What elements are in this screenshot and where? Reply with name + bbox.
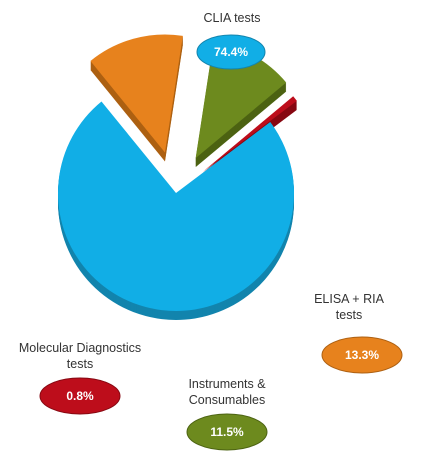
pie-slice-1[interactable] [57, 101, 294, 311]
slice-category-label: ELISA + RIA tests [314, 292, 384, 322]
slice-category-label: Molecular Diagnostics tests [19, 341, 141, 371]
pie-slice-2[interactable] [90, 34, 183, 153]
slice-category-label: Instruments & Consumables [188, 377, 266, 407]
slice-value-badge [39, 377, 121, 415]
slice-value-label: 11.5% [210, 425, 244, 439]
slice-category-label: CLIA tests [204, 11, 261, 25]
pie-slice-3[interactable] [195, 41, 287, 159]
slice-value-badge [321, 336, 403, 374]
slice-value-label: 0.8% [66, 389, 94, 403]
slice-value-badge [196, 34, 266, 70]
pie-slice-4[interactable] [202, 96, 297, 172]
slice-value-label: 13.3% [345, 348, 379, 362]
slice-value-label: 74.4% [214, 45, 248, 59]
slice-value-badge [186, 413, 268, 451]
